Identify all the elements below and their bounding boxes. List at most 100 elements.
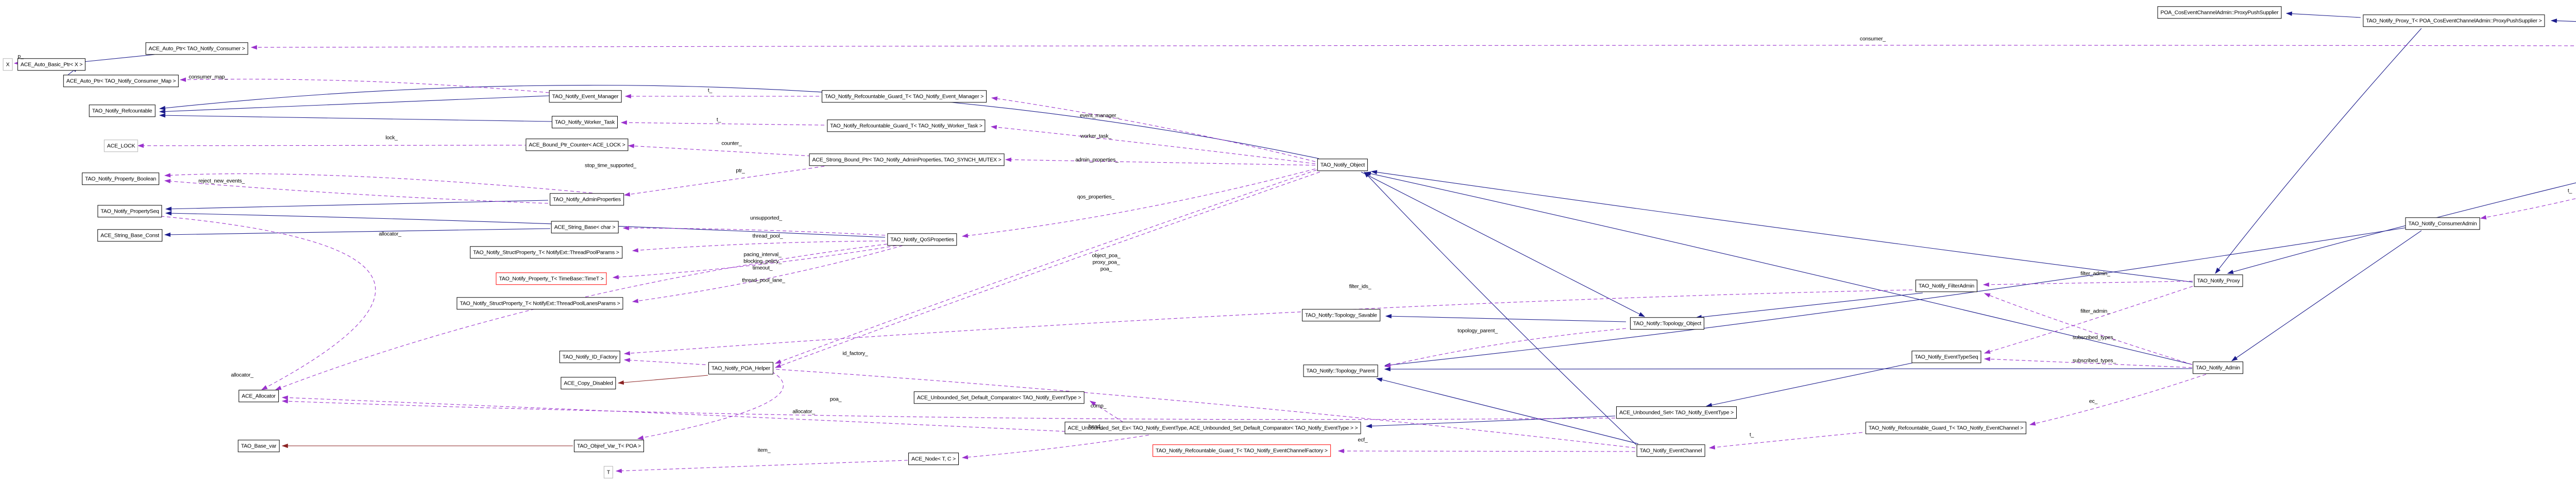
edge-use-admin-gec: [2029, 374, 2207, 426]
class-node-tsav[interactable]: TAO_Notify::Topology_Savable: [1302, 309, 1380, 321]
edge-use-qos-stpl: [632, 245, 903, 303]
class-node-bpc[interactable]: ACE_Bound_Ptr_Counter< ACE_LOCK >: [526, 138, 629, 151]
edge-label-filter_ids: filter_ids_: [1349, 283, 1371, 290]
class-node-uset[interactable]: ACE_Unbounded_Set< TAO_Notify_EventType …: [1616, 406, 1737, 419]
class-node-acd[interactable]: ACE_Copy_Disabled: [561, 377, 616, 389]
class-node-etseq[interactable]: TAO_Notify_EventTypeSeq: [1911, 351, 1981, 363]
edge-use-gec-ech: [1708, 432, 1863, 450]
edge-label-item: item_: [757, 447, 771, 454]
class-node-sbch[interactable]: ACE_String_Base< char >: [551, 221, 619, 233]
edge-label-stop_time_supported: stop_time_supported_: [585, 162, 636, 169]
class-node-tobj[interactable]: TAO_Notify::Topology_Object: [1630, 317, 1705, 329]
class-node-qos[interactable]: TAO_Notify_QoSProperties: [887, 233, 957, 246]
edge-label-worker_task: worker_task_: [1080, 133, 1112, 140]
class-node-pseq[interactable]: TAO_Notify_PropertySeq: [97, 205, 162, 217]
edge-use-bpc-lock: [137, 143, 529, 148]
class-node-stpl[interactable]: TAO_Notify_StructProperty_T< NotifyExt::…: [456, 297, 623, 309]
class-node-bvar[interactable]: TAO_Base_var: [238, 440, 280, 452]
class-node-tnode[interactable]: ACE_Node< T, C >: [908, 453, 959, 465]
edge-use-ech-idf: [623, 358, 1636, 448]
edge-label-allocator: allocator_: [231, 372, 253, 378]
class-node-ech[interactable]: TAO_Notify_EventChannel: [1636, 444, 1705, 457]
class-node-apc[interactable]: ACE_Auto_Ptr< TAO_Notify_Consumer >: [145, 42, 248, 55]
edge-inh-proxyt-proxy: [2215, 28, 2422, 274]
class-node-tbox[interactable]: T: [603, 466, 614, 478]
edge-inh-admin-obj: [1364, 171, 2193, 365]
edge-use-pho-ovar: [637, 371, 784, 440]
class-node-admp[interactable]: TAO_Notify_AdminProperties: [550, 193, 624, 205]
class-node-wt[interactable]: TAO_Notify_Worker_Task: [552, 116, 618, 128]
edge-use-obj-pho: [774, 171, 1320, 368]
class-node-poab[interactable]: POA_CosEventChannelAdmin::ProxyPushSuppl…: [2157, 6, 2282, 19]
edge-priv-pho-acd: [617, 375, 708, 385]
class-node-proxyt[interactable]: TAO_Notify_Proxy_T< POA_CosEventChannelA…: [2363, 14, 2545, 27]
edge-inh-fadm-tobj: [1695, 292, 1923, 320]
edge-inh-uset-setex: [1365, 415, 1616, 428]
edge-use-obj-sbp: [1005, 157, 1316, 166]
edge-inh-sbch-sbc: [164, 228, 551, 237]
class-node-apcm[interactable]: ACE_Auto_Ptr< TAO_Notify_Consumer_Map >: [63, 75, 179, 87]
edge-label-ptr: ptr_: [736, 167, 745, 174]
edge-use-tobj-tpar: [1384, 328, 1626, 368]
edge-label-t: t_: [2567, 187, 2572, 194]
class-node-refc[interactable]: TAO_Notify_Refcountable: [89, 105, 156, 117]
class-node-cadm[interactable]: TAO_Notify_ConsumerAdmin: [2405, 217, 2480, 230]
edge-label-subscribed_types: subscribed_types_: [2072, 357, 2116, 364]
class-node-stpp[interactable]: TAO_Notify_StructProperty_T< NotifyExt::…: [470, 246, 622, 258]
class-node-sbp[interactable]: ACE_Strong_Bound_Ptr< TAO_Notify_AdminPr…: [809, 153, 1005, 166]
edge-use-ech-gecf: [1337, 448, 1636, 454]
edge-use-admp-pbool: [164, 173, 593, 194]
class-node-gevm[interactable]: TAO_Notify_Refcountable_Guard_T< TAO_Not…: [821, 90, 987, 102]
class-node-x[interactable]: X: [3, 58, 13, 71]
edge-label-poa: poa_: [829, 396, 842, 403]
class-node-pbool[interactable]: TAO_Notify_Property_Boolean: [82, 172, 159, 185]
edge-label-consumer_map: consumer_map_: [189, 74, 228, 80]
class-node-obj[interactable]: TAO_Notify_Object: [1317, 159, 1368, 171]
edge-use-fadm-idf: [623, 289, 1913, 356]
edge-use-setex-alloc: [281, 395, 1066, 432]
edge-label-filter_admin: filter_admin_: [2080, 308, 2110, 315]
edge-use-admp-pbool: [164, 179, 549, 204]
edge-inh-psup-proxy: [2227, 182, 2576, 274]
edge-use-evm-apcm: [179, 77, 550, 93]
class-node-lock[interactable]: ACE_LOCK: [104, 140, 139, 152]
edge-use-sbp-admp: [623, 166, 825, 197]
edge-label-qos_properties: qos_properties_: [1077, 194, 1115, 200]
edge-label-pacing_interval: pacing_interval_ blocking_policy_ timeou…: [743, 251, 782, 271]
edge-inh-proxyt-poab: [2285, 11, 2361, 18]
class-node-setex[interactable]: ACE_Unbounded_Set_Ex< TAO_Notify_EventTy…: [1064, 422, 1361, 434]
edge-inh-etseq-uset: [1705, 362, 1913, 407]
edge-inh-cadm-tpar: [1384, 227, 2408, 368]
edge-label-unsupported: unsupported_: [750, 215, 782, 221]
edge-inh-tobj-tsav: [1385, 314, 1626, 322]
edge-label-lock: lock_: [385, 134, 398, 141]
class-node-gec[interactable]: TAO_Notify_Refcountable_Guard_T< TAO_Not…: [1865, 422, 2027, 434]
class-node-comp[interactable]: ACE_Unbounded_Set_Default_Comparator< TA…: [913, 391, 1084, 404]
class-node-fadm[interactable]: TAO_Notify_FilterAdmin: [1915, 280, 1978, 292]
edge-use-proxy-etseq: [1984, 286, 2193, 354]
edge-inh-qos-pseq: [165, 211, 886, 238]
edge-label-t: t_: [707, 87, 713, 94]
class-node-proxy[interactable]: TAO_Notify_Proxy: [2194, 274, 2243, 287]
edge-label-topology_parent: topology_parent_: [1458, 327, 1498, 334]
edge-inh-admp-pseq: [165, 200, 549, 211]
class-node-evm[interactable]: TAO_Notify_Event_Manager: [549, 90, 622, 102]
class-node-sbc[interactable]: ACE_String_Base_Const: [97, 229, 162, 241]
edge-label-t: t_: [716, 116, 721, 123]
class-node-gecf[interactable]: TAO_Notify_Refcountable_Guard_T< TAO_Not…: [1153, 444, 1331, 457]
edge-use-admin-etseq: [1984, 357, 2193, 368]
class-node-pho[interactable]: TAO_Notify_POA_Helper: [708, 362, 774, 374]
edge-inh-proxy-obj: [1370, 170, 2193, 283]
class-node-ovar[interactable]: TAO_Objref_Var_T< POA >: [574, 440, 644, 452]
class-node-idf[interactable]: TAO_Notify_ID_Factory: [559, 351, 621, 363]
edge-use-obj-gevm: [991, 96, 1316, 162]
edge-label-thread_pool: thread_pool_: [752, 233, 783, 239]
class-node-ptt[interactable]: TAO_Notify_Property_T< TimeBase::TimeT >: [496, 272, 607, 285]
class-node-tpar[interactable]: TAO_Notify::Topology_Parent: [1303, 364, 1378, 377]
edge-use-tnode-tbox: [615, 460, 908, 473]
class-node-abp[interactable]: ACE_Auto_Basic_Ptr< X >: [17, 58, 86, 71]
class-node-admin[interactable]: TAO_Notify_Admin: [2193, 361, 2243, 374]
class-node-gwt[interactable]: TAO_Notify_Refcountable_Guard_T< TAO_Not…: [827, 119, 986, 132]
class-node-alloc[interactable]: ACE_Allocator: [239, 390, 279, 402]
